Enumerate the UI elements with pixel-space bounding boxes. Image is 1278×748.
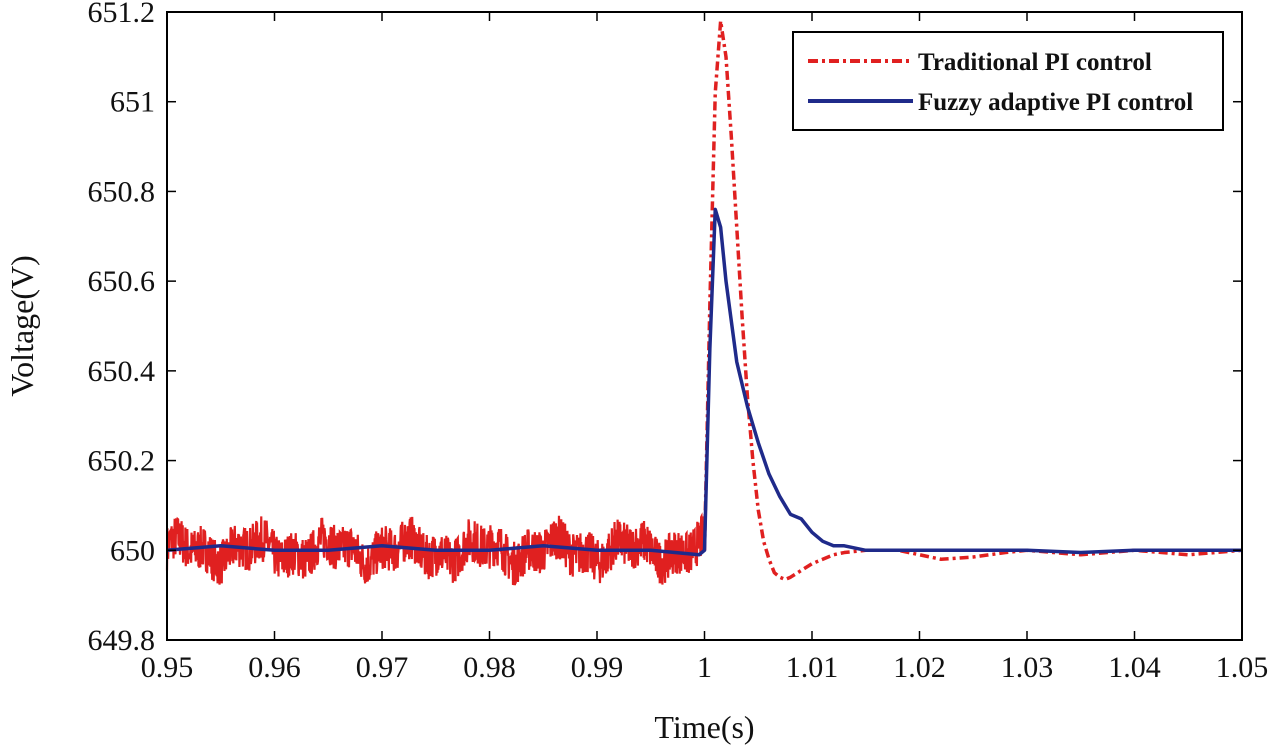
- x-tick-label: 1.04: [1108, 651, 1161, 684]
- series-traditional-pi: [702, 19, 1243, 582]
- x-tick-label: 1.01: [786, 651, 839, 684]
- legend-label-traditional-pi: Traditional PI control: [918, 49, 1152, 76]
- x-tick-label: 1: [697, 651, 712, 684]
- y-tick-label: 650.8: [88, 175, 156, 208]
- x-tick-label: 0.98: [463, 651, 516, 684]
- y-tick-label: 650: [110, 534, 155, 567]
- y-tick-label: 650.6: [88, 265, 156, 298]
- legend-label-fuzzy-adaptive-pi: Fuzzy adaptive PI control: [918, 89, 1193, 116]
- series-fuzzy-adaptive-pi: [166, 207, 1242, 557]
- x-tick-label: 1.02: [893, 651, 946, 684]
- y-tick-label: 651: [110, 86, 155, 119]
- y-axis-label: Voltage(V): [4, 255, 40, 397]
- y-tick-label: 649.8: [88, 624, 156, 657]
- x-tick-label: 1.05: [1216, 651, 1269, 684]
- x-tick-label: 0.96: [248, 651, 301, 684]
- series-traditional-pi-noise: [165, 512, 705, 586]
- y-tick-label: 650.2: [88, 445, 156, 478]
- y-tick-label: 650.4: [88, 355, 156, 388]
- x-tick-label: 1.03: [1001, 651, 1054, 684]
- x-tick-label: 0.95: [141, 651, 194, 684]
- x-tick-label: 0.99: [571, 651, 624, 684]
- x-axis-label: Time(s): [654, 709, 754, 745]
- series-layer: [165, 19, 1243, 586]
- legend-box: [792, 31, 1224, 131]
- axis-ticks: 0.95 0.96 0.97 0.98 0.99 1 1.01 1.02 1.03 1.04 1.0…: [88, 0, 1269, 684]
- y-tick-label: 651.2: [88, 0, 156, 29]
- x-tick-label: 0.97: [356, 651, 409, 684]
- legend: Traditional PI control Fuzzy adaptive PI…: [792, 31, 1224, 131]
